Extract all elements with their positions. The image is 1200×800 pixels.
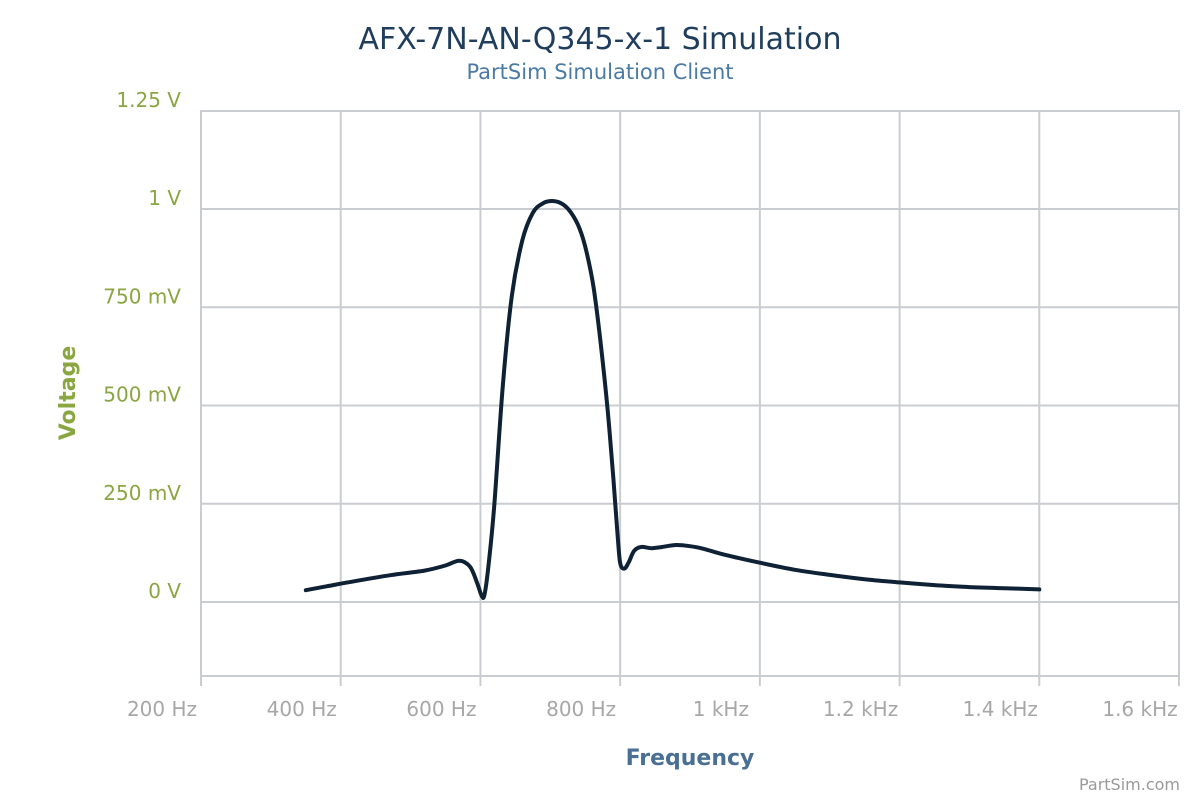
x-axis-label: Frequency	[626, 746, 755, 771]
y-tick-label: 1 V	[148, 186, 181, 210]
x-axis-ticks: 200 Hz 400 Hz 600 Hz 800 Hz 1 kHz 1.2 kHz 1.4 …	[127, 697, 1178, 721]
partsim-credit: PartSim.com	[1079, 775, 1180, 794]
chart-title: AFX-7N-AN-Q345-x-1 Simulation	[359, 22, 842, 57]
x-tick-label: 800 Hz	[546, 697, 616, 721]
y-tick-label: 0 V	[148, 579, 181, 603]
y-axis-label: Voltage	[56, 346, 81, 441]
x-tick-label: 1.6 kHz	[1102, 697, 1177, 721]
x-tick-label: 200 Hz	[127, 697, 197, 721]
y-tick-label: 750 mV	[103, 284, 181, 308]
x-tick-label: 1.4 kHz	[963, 697, 1038, 721]
series-layer	[303, 199, 1042, 600]
x-tick-label: 1 kHz	[693, 697, 749, 721]
grid	[200, 110, 1180, 686]
chart-subtitle: PartSim Simulation Client	[466, 60, 733, 84]
y-tick-label: 250 mV	[103, 481, 181, 505]
y-tick-label: 500 mV	[103, 383, 181, 407]
plot-frame	[200, 110, 1180, 677]
y-tick-label: 1.25 V	[116, 88, 181, 112]
x-tick-label: 600 Hz	[406, 697, 476, 721]
x-tick-label: 400 Hz	[267, 697, 337, 721]
y-axis-ticks: 0 V 250 mV 500 mV 750 mV 1 V 1.25 V	[103, 88, 181, 603]
voltage-series-line	[303, 199, 1042, 600]
x-tick-label: 1.2 kHz	[823, 697, 898, 721]
